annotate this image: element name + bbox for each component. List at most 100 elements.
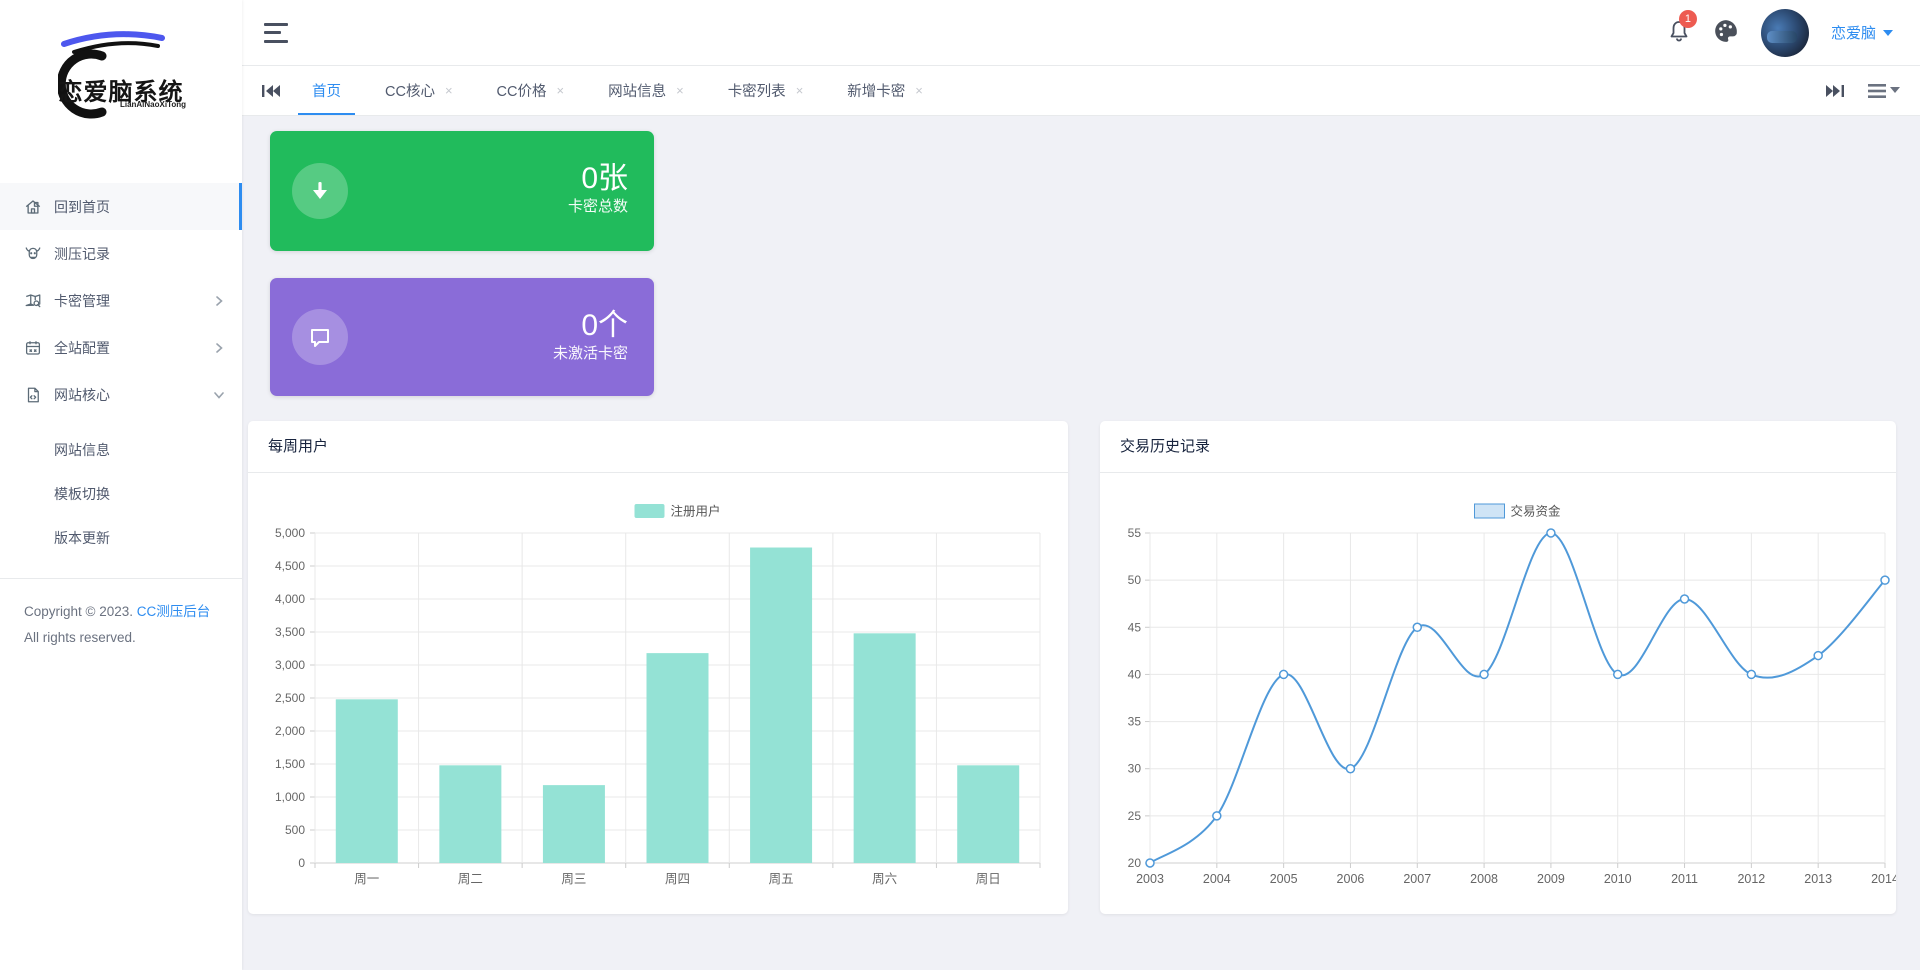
stat-card-total-cards: 0张 卡密总数 (270, 131, 654, 251)
svg-text:周二: 周二 (458, 872, 483, 886)
tab-label: 卡密列表 (727, 84, 786, 100)
copyright-suffix: All rights reserved. (24, 630, 136, 645)
sidebar-item-label: 网站核心 (54, 386, 110, 403)
bar-chart: 0 500 1,000 1,500 2,000 2,500 3,000 3,500 4,000 4… (248, 473, 1068, 914)
copyright: Copyright © 2023. CC测压后台 All rights rese… (0, 579, 242, 651)
app-logo: 恋爱脑系统 LianAiNaoXiTong (0, 0, 242, 183)
tab-2[interactable]: CC价格 × (483, 66, 579, 115)
svg-text:5,000: 5,000 (275, 526, 305, 540)
brand-name: 恋爱脑系统 (58, 79, 184, 106)
svg-text:2,500: 2,500 (275, 691, 305, 705)
notifications-button[interactable]: 1 (1667, 10, 1697, 47)
theme-button[interactable] (1713, 18, 1739, 47)
tab-4[interactable]: 卡密列表 × (714, 66, 818, 115)
sidebar-subitem-template-switch[interactable]: 模板切换 (54, 486, 110, 502)
svg-text:2010: 2010 (1604, 872, 1632, 886)
svg-text:注册用户: 注册用户 (671, 504, 721, 519)
tab-label: 首页 (312, 84, 341, 100)
svg-text:周一: 周一 (354, 872, 379, 886)
svg-text:2007: 2007 (1403, 872, 1431, 886)
tab-label: CC价格 (496, 84, 547, 100)
palette-icon (1715, 20, 1737, 42)
svg-text:1,500: 1,500 (275, 757, 305, 771)
stat-icon-circle (292, 163, 348, 219)
sidebar-menu: 回到首页测压记录卡密管理全站配置网站核心网站信息模板切换版本更新 (0, 183, 242, 560)
tab-0[interactable]: 首页 (298, 66, 355, 115)
tabs-menu-button[interactable] (1868, 83, 1900, 98)
sidebar-item-label: 测压记录 (54, 245, 110, 262)
open-tabs: 首页 CC核心 × CC价格 × 网站信息 × 卡密列表 × 新增卡密 × (298, 66, 1826, 115)
download-icon (313, 182, 327, 199)
caret-down-icon (1890, 87, 1900, 93)
sidebar-item-site-core[interactable]: 网站核心 (0, 371, 242, 418)
svg-text:2006: 2006 (1337, 872, 1365, 886)
svg-text:55: 55 (1128, 526, 1142, 540)
main-area: 1 恋爱脑 首页 CC核心 × CC价格 × 网站信息 × (242, 0, 1920, 970)
calendar-icon (24, 339, 42, 357)
caret-down-icon (1883, 29, 1893, 36)
copyright-link[interactable]: CC测压后台 (136, 604, 211, 619)
tab-label: CC核心 (385, 84, 435, 100)
sidebar-item-site-config[interactable]: 全站配置 (0, 324, 242, 371)
svg-text:2011: 2011 (1671, 872, 1698, 886)
svg-text:40: 40 (1128, 667, 1142, 681)
chart-title: 交易历史记录 (1100, 421, 1896, 473)
sidebar-item-pressure-records[interactable]: 测压记录 (0, 230, 242, 277)
svg-text:周日: 周日 (976, 872, 1001, 886)
chevron-down-icon (214, 387, 224, 403)
svg-text:周三: 周三 (561, 872, 586, 886)
sidebar-item-home[interactable]: 回到首页 (0, 183, 242, 230)
tab-label: 新增卡密 (847, 84, 906, 100)
tab-close-icon[interactable]: × (795, 83, 804, 98)
logo-mark-icon (58, 31, 165, 119)
stat-card-inactive-cards: 0个 未激活卡密 (270, 278, 654, 396)
tab-3[interactable]: 网站信息 × (594, 66, 698, 115)
skip-forward-icon (1826, 84, 1844, 97)
svg-text:1,000: 1,000 (275, 790, 305, 804)
tab-close-icon[interactable]: × (556, 83, 565, 98)
page-content: 0张 卡密总数 0个 未激活卡密 每周用户 0 500 1,000 1,500 2,00… (242, 117, 1920, 970)
svg-text:2005: 2005 (1270, 872, 1298, 886)
avatar[interactable] (1760, 8, 1809, 57)
tab-close-icon[interactable]: × (676, 83, 684, 98)
tab-bar: 首页 CC核心 × CC价格 × 网站信息 × 卡密列表 × 新增卡密 × (242, 66, 1920, 116)
weekly-users-card: 每周用户 0 500 1,000 1,500 2,000 2,500 3,000 3,500 4… (248, 421, 1068, 914)
copyright-prefix: Copyright © 2023. (24, 604, 134, 619)
stat-label: 卡密总数 (567, 198, 628, 215)
stat-icon-circle (292, 309, 348, 365)
line-chart: 20 25 30 35 40 45 50 55 2003 2004 2005 2006 2007 2008… (1100, 473, 1896, 914)
home-icon (24, 198, 42, 216)
tab-5[interactable]: 新增卡密 × (833, 66, 937, 115)
sidebar-subitem-site-info[interactable]: 网站信息 (54, 442, 110, 458)
sidebar-item-label: 全站配置 (54, 339, 110, 356)
svg-text:2009: 2009 (1537, 872, 1565, 886)
svg-text:周六: 周六 (872, 872, 897, 886)
tab-close-icon[interactable]: × (444, 83, 453, 98)
svg-text:45: 45 (1128, 620, 1142, 634)
svg-text:4,000: 4,000 (275, 592, 305, 606)
user-menu[interactable]: 恋爱脑 (1831, 22, 1894, 43)
sidebar-submenu: 网站信息模板切换版本更新 (0, 418, 242, 560)
tab-label: 网站信息 (608, 84, 667, 100)
svg-text:2,000: 2,000 (275, 724, 305, 738)
tab-close-icon[interactable]: × (915, 83, 923, 98)
sidebar-item-label: 卡密管理 (54, 292, 110, 309)
skip-back-icon (262, 84, 280, 97)
tab-1[interactable]: CC核心 × (371, 66, 467, 115)
chart-title: 每周用户 (248, 421, 1068, 473)
svg-text:2004: 2004 (1203, 872, 1231, 886)
sidebar-item-card-key-management[interactable]: 卡密管理 (0, 277, 242, 324)
svg-text:周五: 周五 (769, 872, 794, 886)
scroll-tabs-right-button[interactable] (1826, 84, 1844, 98)
sidebar-subitem-version-update[interactable]: 版本更新 (54, 530, 110, 546)
top-header: 1 恋爱脑 (242, 0, 1920, 66)
stat-label: 未激活卡密 (552, 345, 628, 362)
sidebar-divider (0, 578, 242, 579)
username: 恋爱脑 (1830, 25, 1876, 42)
file-icon (24, 386, 42, 404)
sidebar-collapse-button[interactable] (264, 22, 290, 43)
scroll-tabs-left-button[interactable] (262, 66, 280, 115)
svg-text:0: 0 (298, 856, 305, 870)
svg-text:500: 500 (285, 823, 305, 837)
svg-text:2012: 2012 (1737, 872, 1765, 886)
